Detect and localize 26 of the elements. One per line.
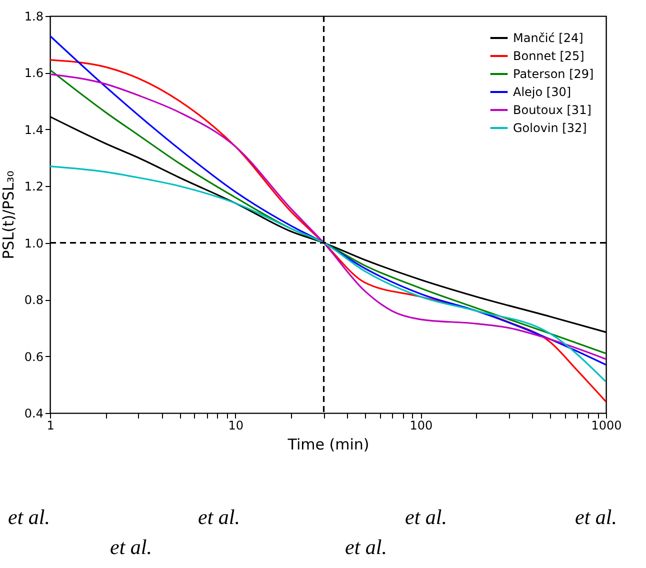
x-axis-title: Time (min) [286,436,370,454]
y-tick-label: 1.6 [24,66,44,80]
legend-label: Golovin [32] [513,121,587,135]
y-tick-label: 1.2 [24,180,44,194]
legend-label: Boutoux [31] [513,103,592,117]
text: et al. [198,505,240,530]
x-tick-label: 1 [46,418,54,432]
y-axis-title: PSL(t)/PSL₃₀ [0,170,18,260]
y-tick-label: 1.8 [24,10,44,24]
text: et al. [575,505,617,530]
y-tick-label: 1.4 [24,122,44,137]
legend-label: Mančić [24] [513,31,584,45]
text: et al. [110,535,152,560]
y-tick-label: 1.0 [24,236,44,250]
y-tick-label: 0.8 [24,293,44,308]
text: et al. [8,505,50,530]
legend-label: Alejo [30] [513,85,572,99]
x-tick-label: 10 [228,418,244,432]
text: et al. [345,535,387,560]
y-tick-label: 0.6 [24,350,44,364]
text: et al. [405,505,447,530]
x-tick-label: 1000 [591,418,622,432]
legend-label: Paterson [29] [513,67,594,81]
legend-label: Bonnet [25] [513,49,584,63]
y-tick-label: 0.4 [24,406,44,420]
x-tick-label: 100 [410,418,433,432]
